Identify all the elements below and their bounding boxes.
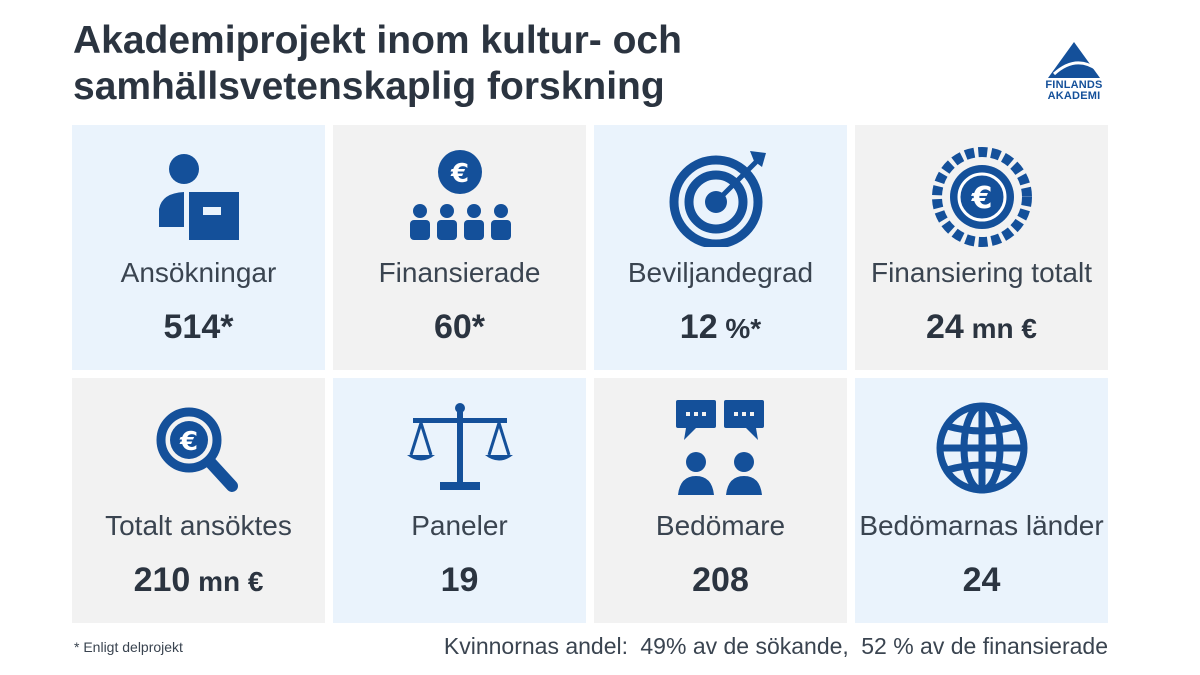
card-value: 24 mn € [926,308,1037,346]
card-label: Beviljandegrad [627,257,814,288]
euro-coin-icon: € [931,147,1032,247]
card-applications: Ansökningar 514* [72,125,325,370]
svg-text:€: € [449,159,468,189]
svg-text:€: € [970,181,992,216]
women-share-applicants: 49% av de sökande, [640,633,849,659]
svg-text:€: € [178,427,197,457]
finlands-akademi-logo: FINLANDS AKADEMI [1028,40,1120,110]
globe-icon [936,402,1027,494]
women-share: Kvinnornas andel: 49% av de sökande, 52 … [444,633,1108,660]
card-grant-rate: Beviljandegrad 12 %* [594,125,847,370]
scales-icon [406,403,513,490]
card-panels: Paneler 19 [333,378,586,623]
card-value: 12 %* [679,308,762,346]
card-label: Bedömare [655,510,786,541]
card-value: 24 [962,561,1001,599]
triangle-logo-icon [1048,42,1100,78]
euro-magnifier-icon: € [156,407,238,492]
women-share-prefix: Kvinnornas andel: [443,633,628,659]
reviewers-icon [675,400,764,495]
card-value: 60* [433,308,486,346]
stats-grid: Ansökningar 514* € Finansierade 60* [72,125,1108,623]
card-total-funding: € Finansiering totalt 24 mn € [855,125,1108,370]
target-icon [669,151,766,247]
page-title: Akademiprojekt inom kultur- och samhälls… [73,19,682,108]
card-label: Ansökningar [120,257,277,288]
card-reviewer-countries: Bedömarnas länder 24 [855,378,1108,623]
card-label: Totalt ansöktes [105,510,292,541]
card-label: Bedömarnas länder [859,510,1104,541]
card-label: Paneler [411,510,508,541]
card-total-applied: € Totalt ansöktes 210 mn € [72,378,325,623]
card-value: 514* [163,308,234,346]
logo-text-line1: FINLANDS [1045,79,1103,91]
women-share-funded: 52 % av de finansierade [861,633,1108,659]
funded-group-icon: € [409,150,511,240]
applicant-icon [158,154,239,240]
card-label: Finansiering totalt [870,257,1092,288]
card-funded: € Finansierade 60* [333,125,586,370]
card-label: Finansierade [378,257,541,288]
logo-text-line2: AKADEMI [1047,90,1101,102]
card-value: 210 mn € [133,561,264,599]
card-reviewers: Bedömare 208 [594,378,847,623]
card-value: 208 [692,561,749,599]
card-value: 19 [440,561,479,599]
footnote: * Enligt delprojekt [74,639,183,655]
